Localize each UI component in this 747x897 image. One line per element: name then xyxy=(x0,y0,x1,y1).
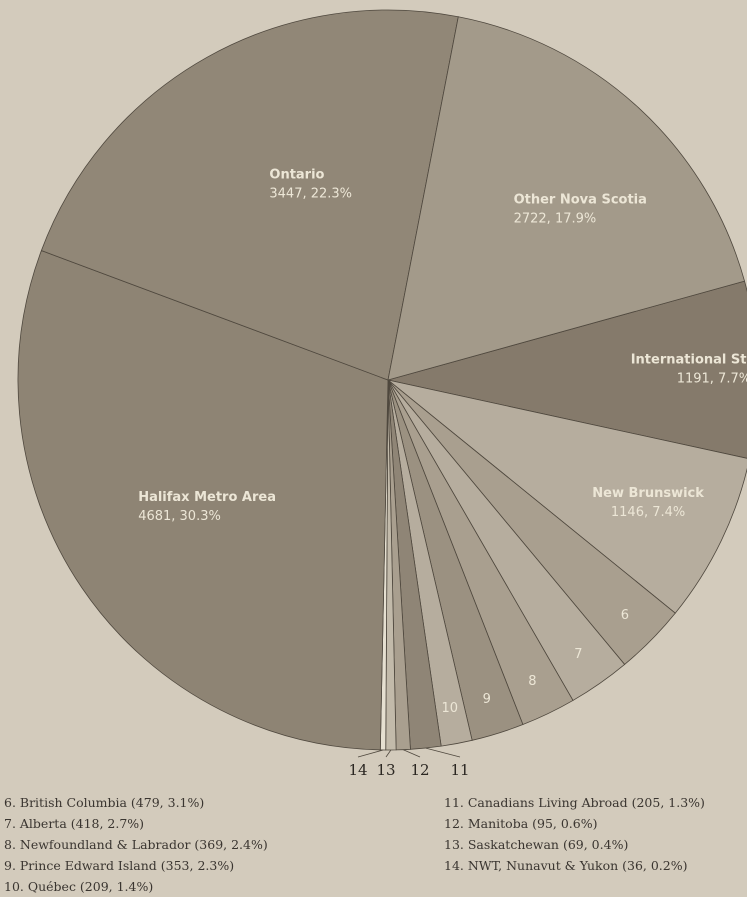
legend-item-pei: 9. Prince Edward Island (353, 2.3%) xyxy=(4,858,235,873)
pie-slices xyxy=(17,9,747,751)
slice-number-qc: 10 xyxy=(442,701,459,716)
pie-slice-nb xyxy=(387,379,747,614)
legend-item-quebec: 10. Québec (209, 1.4%) xyxy=(4,879,154,894)
leader-line-mb xyxy=(403,749,421,758)
pie-slice-on xyxy=(40,9,459,381)
slice-label-on: Ontario 3447, 22.3% xyxy=(269,167,352,201)
slice-number-ab: 7 xyxy=(574,647,582,662)
callout-number-mb: 12 xyxy=(410,761,429,779)
legend-item-abroad: 11. Canadians Living Abroad (205, 1.3%) xyxy=(444,795,705,810)
legend-item-newfoundland: 8. Newfoundland & Labrador (369, 2.4%) xyxy=(4,837,268,852)
slice-label-intl: International Students1191, 7.7% xyxy=(631,353,747,387)
slice-number-pei: 9 xyxy=(483,692,491,707)
legend-item-bc: 6. British Columbia (479, 3.1%) xyxy=(4,795,205,810)
legend-item-manitoba: 12. Manitoba (95, 0.6%) xyxy=(444,816,598,831)
legend-item-north: 14. NWT, Nunavut & Yukon (36, 0.2%) xyxy=(444,858,688,873)
legend-right-column: 11. Canadians Living Abroad (205, 1.3%) … xyxy=(444,792,744,876)
pie-chart: International Students1191, 7.7% New Brun… xyxy=(17,9,747,779)
legend-item-alberta: 7. Alberta (418, 2.7%) xyxy=(4,816,145,831)
callout-number-abroad: 11 xyxy=(450,761,469,779)
slice-labels: International Students1191, 7.7% New Brun… xyxy=(138,167,747,779)
pie-slice-intl xyxy=(387,280,747,459)
callout-leader-lines xyxy=(357,747,461,758)
slice-label-hfx: Halifax Metro Area 4681, 30.3% xyxy=(138,490,276,524)
pie-slice-hfx xyxy=(17,250,389,751)
pie-slice-ons xyxy=(387,16,746,381)
leader-line-abroad xyxy=(425,747,461,758)
leader-line-north xyxy=(357,749,384,758)
slice-label-ons: Other Nova Scotia 2722, 17.9% xyxy=(514,193,647,227)
slice-number-bc: 6 xyxy=(621,608,629,623)
slice-number-nl: 8 xyxy=(528,674,536,689)
callout-number-north: 14 xyxy=(348,761,367,779)
legend-left-column: 6. British Columbia (479, 3.1%) 7. Alber… xyxy=(4,792,424,897)
callout-number-sk: 13 xyxy=(376,761,395,779)
leader-line-sk xyxy=(385,749,392,758)
slice-label-nb: New Brunswick 1146, 7.4% xyxy=(592,486,704,520)
legend-item-saskatchewan: 13. Saskatchewan (69, 0.4%) xyxy=(444,837,629,852)
